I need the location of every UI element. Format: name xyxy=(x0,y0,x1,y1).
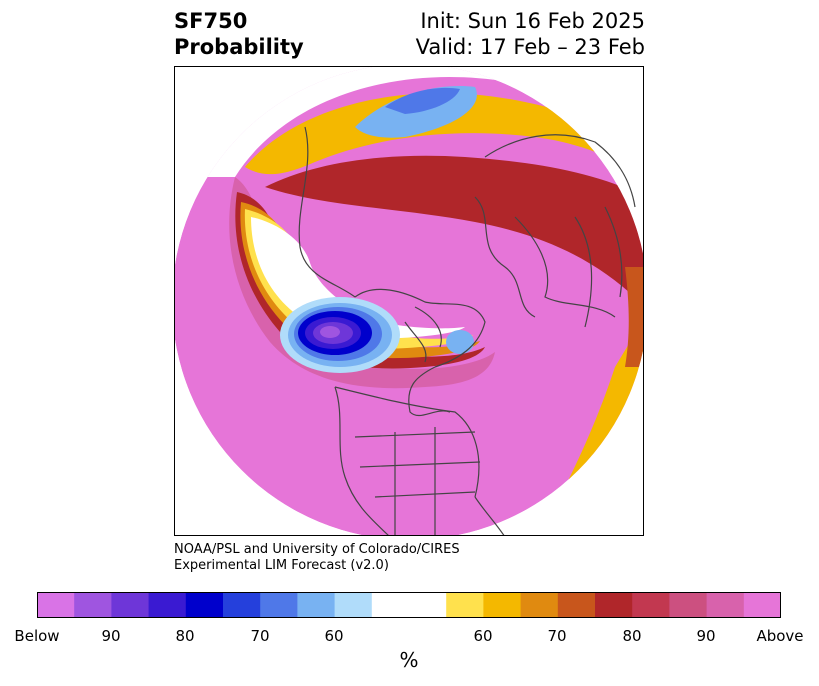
tick-below: Below xyxy=(14,627,60,645)
colorbar-segment xyxy=(632,592,670,618)
colorbar-segment xyxy=(706,592,745,618)
colorbar-segment xyxy=(483,592,522,618)
field-north-yellow xyxy=(245,93,643,177)
credit: NOAA/PSL and University of Colorado/CIRE… xyxy=(174,542,460,574)
colorbar xyxy=(37,592,781,618)
colorbar-segment xyxy=(111,592,150,618)
title-line-2: Probability xyxy=(174,35,304,59)
colorbar-segment xyxy=(743,592,781,618)
map-svg xyxy=(175,67,643,535)
colorbar-border xyxy=(37,592,781,618)
tick-80-above: 80 xyxy=(622,627,642,645)
tick-60-below: 60 xyxy=(324,627,344,645)
tick-80-below: 80 xyxy=(175,627,195,645)
init-date: Init: Sun 16 Feb 2025 xyxy=(420,9,645,33)
field-east-orange xyxy=(625,267,643,367)
colorbar-segment xyxy=(260,592,298,618)
credit-line-1: NOAA/PSL and University of Colorado/CIRE… xyxy=(174,542,460,557)
field-below-7 xyxy=(320,326,340,338)
colorbar-segment xyxy=(557,592,596,618)
colorbar-segment xyxy=(520,592,559,618)
title-line-1: SF750 xyxy=(174,9,248,33)
colorbar-segment xyxy=(37,592,75,618)
valid-dates: Valid: 17 Feb – 23 Feb xyxy=(415,35,645,59)
map-title: SF750 Probability xyxy=(174,8,304,60)
tick-70-below: 70 xyxy=(250,627,270,645)
forecast-dates: Init: Sun 16 Feb 2025 Valid: 17 Feb – 23… xyxy=(416,8,645,60)
probability-map xyxy=(174,66,644,536)
field-north-blue-core xyxy=(385,87,460,114)
colorbar-segment xyxy=(371,592,447,618)
colorbar-segment xyxy=(148,592,187,618)
colorbar-segment xyxy=(446,592,484,618)
colorbar-segment xyxy=(74,592,112,618)
credit-line-2: Experimental LIM Forecast (v2.0) xyxy=(174,558,389,573)
tick-above: Above xyxy=(756,627,804,645)
colorbar-segment xyxy=(185,592,224,618)
colorbar-segment xyxy=(334,592,373,618)
colorbar-segment xyxy=(297,592,336,618)
colorbar-segment xyxy=(595,592,633,618)
coastlines xyxy=(298,126,636,535)
tick-70-above: 70 xyxy=(547,627,567,645)
forecast-field xyxy=(175,67,643,535)
field-north-red xyxy=(265,155,643,307)
colorbar-segment xyxy=(669,592,708,618)
colorbar-segment xyxy=(223,592,261,618)
colorbar-unit-label: % xyxy=(399,648,419,672)
tick-90-below: 90 xyxy=(101,627,121,645)
tick-60-above: 60 xyxy=(473,627,493,645)
field-below-small xyxy=(446,330,474,354)
tick-90-above: 90 xyxy=(696,627,716,645)
